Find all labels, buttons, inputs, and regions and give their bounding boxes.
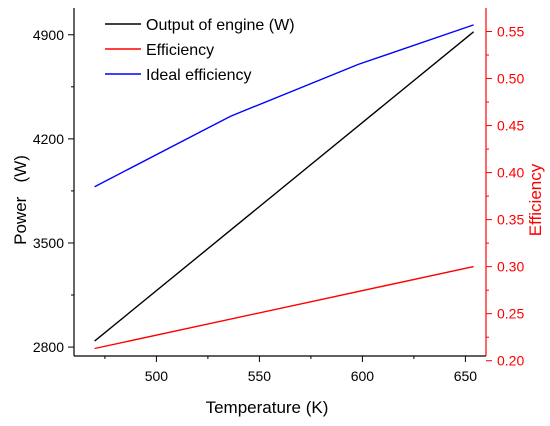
y2-axis-title: Efficiency xyxy=(526,163,545,236)
series-line-0 xyxy=(94,31,475,342)
legend-label-1: Efficiency xyxy=(146,42,214,59)
y-tick-label: 2800 xyxy=(33,339,64,355)
series-line-1 xyxy=(94,265,474,350)
y-tick-label: 3500 xyxy=(33,235,64,251)
y-tick-label: 4200 xyxy=(33,131,64,147)
x-tick-label: 550 xyxy=(248,368,272,384)
legend: Output of engine (W) Efficiency Ideal effi… xyxy=(105,17,295,84)
y-axis-title: Power (W) xyxy=(11,155,30,245)
series-line-2 xyxy=(94,24,474,188)
y2-tick-label: 0.30 xyxy=(497,259,524,275)
series-layer xyxy=(94,24,475,350)
y2-tick-label: 0.45 xyxy=(497,118,524,134)
y2-tick-label: 0.50 xyxy=(497,71,524,87)
x-axis-title: Temperature (K) xyxy=(206,398,329,417)
x-tick-label: 600 xyxy=(351,368,375,384)
legend-label-2: Ideal efficiency xyxy=(146,67,252,84)
y2-tick-label: 0.20 xyxy=(497,353,524,369)
x-tick-label: 650 xyxy=(454,368,478,384)
y2-tick-label: 0.25 xyxy=(497,306,524,322)
axes-layer: 500 550 600 650 2800 3500 4200 4900 0.20 0.25 0.30… xyxy=(33,8,524,384)
x-tick-label: 500 xyxy=(145,368,169,384)
y-tick-label: 4900 xyxy=(33,27,64,43)
y2-tick-label: 0.40 xyxy=(497,165,524,181)
y2-tick-label: 0.35 xyxy=(497,212,524,228)
y2-tick-label: 0.55 xyxy=(497,24,524,40)
legend-label-0: Output of engine (W) xyxy=(146,17,295,34)
